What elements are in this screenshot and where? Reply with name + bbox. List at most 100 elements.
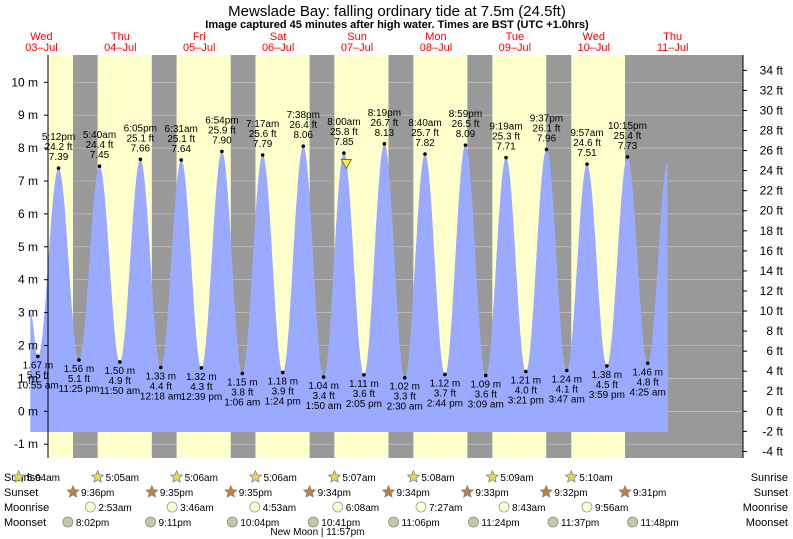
sunrise-time: 5:09am xyxy=(500,473,533,484)
moonset-icon xyxy=(468,516,479,528)
right-tick-label: 30 ft xyxy=(760,103,784,117)
high-tide-m: 7.45 xyxy=(90,150,110,161)
low-tide-m: 1.24 m xyxy=(551,375,582,386)
right-tick-label: -4 ft xyxy=(762,444,783,458)
sunrise-icon xyxy=(248,469,263,483)
high-tide-time: 8:19pm xyxy=(368,108,401,119)
low-tide-time: 3:21 pm xyxy=(508,395,544,406)
low-tide-time: 2:44 pm xyxy=(427,398,463,409)
low-tide-point xyxy=(402,375,407,380)
moonrise-time: 6:08am xyxy=(346,503,379,514)
day-name: Sun xyxy=(347,31,367,43)
sunset-time: 9:36pm xyxy=(81,488,114,499)
high-tide-ft: 25.4 ft xyxy=(614,131,642,142)
moonrise-icon xyxy=(166,501,178,513)
low-tide-m: 1.02 m xyxy=(389,382,420,393)
high-tide-m: 7.85 xyxy=(334,137,354,148)
low-tide-ft: 4.4 ft xyxy=(150,382,172,393)
day-name: Wed xyxy=(583,31,605,43)
sunset-time: 9:35pm xyxy=(239,488,272,499)
moonset-icon xyxy=(547,516,559,528)
high-tide-point xyxy=(423,152,427,156)
low-tide-ft: 4.3 ft xyxy=(190,382,212,393)
sunrise-time: 5:07am xyxy=(342,473,375,484)
high-tide-point xyxy=(56,166,61,170)
high-tide-m: 7.51 xyxy=(577,148,597,159)
low-tide-m: 1.50 m xyxy=(105,366,136,377)
low-tide-point xyxy=(443,372,447,377)
day-name: Wed xyxy=(30,31,52,43)
right-tick-label: 6 ft xyxy=(766,344,783,358)
low-tide-time: 1:24 pm xyxy=(265,396,301,407)
high-tide-point xyxy=(585,162,589,167)
high-tide-time: 9:57am xyxy=(570,128,603,139)
high-tide-point xyxy=(301,144,306,148)
row-label-left-moonset: Moonset xyxy=(4,517,46,529)
low-tide-ft: 3.8 ft xyxy=(231,387,253,398)
new-moon-label: New Moon | 11:57pm xyxy=(270,527,364,538)
high-tide-time: 7:38pm xyxy=(287,110,320,121)
high-tide-ft: 25.9 ft xyxy=(208,125,236,136)
high-tide-point xyxy=(260,153,265,157)
high-tide-time: 6:05pm xyxy=(124,123,157,134)
sunset-time: 9:31pm xyxy=(633,488,666,499)
sunrise-time: 5:06am xyxy=(263,473,296,484)
moonrise-time: 3:46am xyxy=(180,503,213,514)
high-tide-m: 7.66 xyxy=(131,143,151,154)
moonrise-icon xyxy=(415,501,427,513)
high-tide-point xyxy=(544,147,549,152)
moonset-time: 10:41pm xyxy=(321,518,360,529)
moonrise-time: 9:56am xyxy=(595,503,628,514)
low-tide-ft: 3.6 ft xyxy=(475,389,497,400)
left-tick-label: 0 m xyxy=(18,404,38,418)
high-tide-ft: 25.1 ft xyxy=(167,134,195,145)
moonrise-time: 2:53am xyxy=(98,503,131,514)
low-tide-time: 11:50 am xyxy=(99,386,140,397)
right-tick-label: 34 ft xyxy=(760,63,784,77)
right-tick-label: 0 ft xyxy=(766,404,783,418)
sunset-time: 9:33pm xyxy=(475,488,508,499)
sunrise-icon xyxy=(564,469,579,483)
moonset-time: 10:04pm xyxy=(240,518,279,529)
low-tide-m: 1.18 m xyxy=(267,376,298,387)
moonset-icon xyxy=(627,516,638,528)
sunset-icon xyxy=(539,484,553,498)
current-tide-marker xyxy=(340,159,353,170)
moonset-icon xyxy=(145,516,156,528)
high-tide-time: 9:19am xyxy=(489,122,522,133)
right-tick-label: 32 ft xyxy=(760,83,784,97)
moonset-time: 11:48pm xyxy=(641,518,679,529)
sunset-time: 9:35pm xyxy=(160,488,193,499)
low-tide-point xyxy=(645,361,650,366)
low-tide-time: 1:50 am xyxy=(306,401,342,412)
low-tide-time: 11:25 pm xyxy=(59,384,100,395)
day-date: 04–Jul xyxy=(104,42,136,54)
low-tide-m: 1.12 m xyxy=(430,378,461,389)
high-tide-point xyxy=(504,155,508,160)
low-tide-time: 4:25 am xyxy=(630,387,666,398)
low-tide-m: 1.04 m xyxy=(308,381,339,392)
low-tide-point xyxy=(240,371,245,376)
right-tick-label: 26 ft xyxy=(760,144,784,158)
right-tick-label: 28 ft xyxy=(760,124,784,138)
sunset-icon xyxy=(618,484,632,498)
low-tide-point xyxy=(77,358,81,362)
left-tick-label: 6 m xyxy=(18,207,38,221)
low-tide-point xyxy=(362,372,366,377)
high-tide-m: 7.79 xyxy=(253,139,273,150)
day-date: 06–Jul xyxy=(262,42,294,54)
right-tick-label: 20 ft xyxy=(760,204,784,218)
low-tide-m: 1.09 m xyxy=(470,379,501,390)
sunset-icon xyxy=(381,484,396,498)
moonrise-icon xyxy=(84,501,96,513)
high-tide-time: 5:40am xyxy=(83,130,116,141)
low-tide-point xyxy=(118,360,122,364)
high-tide-time: 9:37pm xyxy=(530,113,563,124)
low-tide-m: 1.21 m xyxy=(511,375,542,386)
high-tide-ft: 26.7 ft xyxy=(370,118,398,129)
high-tide-time: 5:12pm xyxy=(42,132,75,143)
high-tide-m: 7.39 xyxy=(49,152,69,163)
sunrise-time: 5:06am xyxy=(185,473,218,484)
